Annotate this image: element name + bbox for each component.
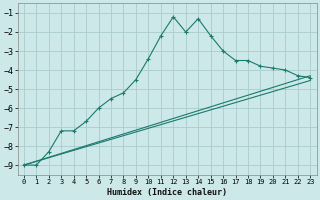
X-axis label: Humidex (Indice chaleur): Humidex (Indice chaleur) <box>107 188 227 197</box>
